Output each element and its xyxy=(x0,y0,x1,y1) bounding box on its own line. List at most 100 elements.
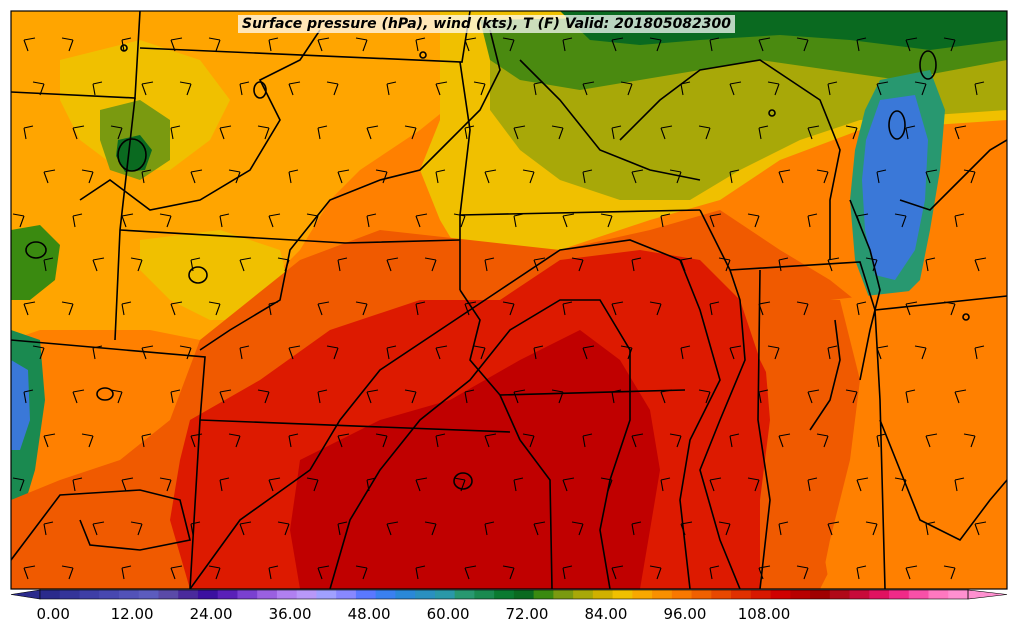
wind-barb xyxy=(562,477,575,492)
wind-barb xyxy=(159,477,172,492)
wind-barb xyxy=(758,125,769,140)
wind-barb xyxy=(219,125,232,140)
wind-barb xyxy=(680,345,691,360)
wind-barb xyxy=(718,521,731,536)
wind-barb xyxy=(219,213,230,228)
colorbar-swatch xyxy=(197,590,219,599)
pressure-contour-closed xyxy=(96,387,114,401)
colorbar-swatch xyxy=(671,590,693,599)
wind-barb xyxy=(974,521,987,536)
wind-barb xyxy=(974,81,985,96)
wind-barb xyxy=(366,125,379,140)
wind-barb xyxy=(464,565,477,580)
wind-barb xyxy=(758,37,771,52)
wind-barb xyxy=(306,213,319,228)
wind-barb xyxy=(925,521,936,536)
colorbar-swatch xyxy=(928,590,949,599)
wind-barb xyxy=(680,521,693,536)
colorbar-swatch xyxy=(750,590,772,599)
wind-barb xyxy=(43,433,56,448)
pressure-contour-closed xyxy=(188,266,208,284)
wind-barb xyxy=(631,169,644,184)
wind-barb xyxy=(23,125,34,140)
wind-barb xyxy=(649,37,662,52)
wind-barb xyxy=(914,81,927,96)
wind-barb xyxy=(502,301,515,316)
wind-barb xyxy=(386,257,399,272)
state-boundary-line xyxy=(519,439,553,589)
colorbar-tick-label: 72.00 xyxy=(506,605,549,623)
colorbar-swatch xyxy=(790,590,811,599)
wind-barb xyxy=(72,477,83,492)
map-title: Surface pressure (hPa), wind (kts), T (F… xyxy=(238,15,736,33)
wind-barb xyxy=(326,81,339,96)
wind-barb xyxy=(718,257,731,272)
colorbar-extend-min xyxy=(10,589,41,600)
wind-barb xyxy=(660,389,673,404)
wind-barb xyxy=(807,213,818,228)
colorbar-swatch xyxy=(513,590,535,599)
wind-barb xyxy=(845,389,858,404)
pressure-contour xyxy=(849,199,881,381)
wind-barb xyxy=(914,345,927,360)
wind-barb xyxy=(974,257,987,272)
wind-barb xyxy=(925,433,938,448)
wind-barb xyxy=(170,125,181,140)
wind-barb xyxy=(807,389,820,404)
wind-barb xyxy=(61,37,74,52)
wind-barb xyxy=(415,301,426,316)
wind-barb xyxy=(845,125,858,140)
wind-barb xyxy=(611,125,622,140)
wind-barb xyxy=(905,37,918,52)
wind-barb xyxy=(698,125,711,140)
wind-barb xyxy=(796,37,809,52)
wind-barb xyxy=(415,477,428,492)
wind-barb xyxy=(611,37,624,52)
wind-barb xyxy=(758,389,769,404)
pressure-contour-closed xyxy=(888,110,906,140)
wind-barb xyxy=(533,257,546,272)
wind-barb xyxy=(23,301,36,316)
wind-barb xyxy=(729,169,740,184)
wind-barb xyxy=(905,301,918,316)
wind-barb xyxy=(23,565,36,580)
wind-barb xyxy=(758,301,771,316)
colorbar-swatch xyxy=(553,590,574,599)
wind-barb xyxy=(326,345,339,360)
wind-barb xyxy=(571,257,584,272)
colorbar-swatch xyxy=(355,590,377,599)
wind-barb xyxy=(473,81,486,96)
wind-barb xyxy=(513,389,526,404)
colorbar-swatch xyxy=(612,590,633,599)
colorbar-swatch xyxy=(454,590,475,599)
colorbar-tick-label: 36.00 xyxy=(269,605,312,623)
wind-barb xyxy=(386,81,397,96)
wind-barb xyxy=(631,433,644,448)
wind-barbs-layer xyxy=(12,37,987,580)
wind-barb xyxy=(435,433,446,448)
colorbar-swatch xyxy=(829,590,851,599)
wind-barb xyxy=(121,37,132,52)
wind-barb xyxy=(778,521,789,536)
colorbar-swatch xyxy=(711,590,732,599)
wind-barb xyxy=(72,213,83,228)
colorbar-swatch xyxy=(40,590,61,599)
colorbar-extend-max xyxy=(967,589,1008,600)
wind-barb xyxy=(141,433,152,448)
wind-barb xyxy=(502,37,515,52)
wind-barb xyxy=(268,213,281,228)
wind-barb xyxy=(464,37,477,52)
wind-barb xyxy=(582,169,593,184)
wind-barb xyxy=(827,345,838,360)
wind-barb xyxy=(366,389,379,404)
pressure-contour xyxy=(199,29,501,351)
wind-barb xyxy=(582,81,595,96)
map-frame xyxy=(10,10,1008,590)
wind-barb xyxy=(179,345,192,360)
wind-barb xyxy=(121,477,134,492)
wind-barb xyxy=(170,389,181,404)
wind-barb xyxy=(43,521,54,536)
pressure-contour-closed xyxy=(768,109,776,117)
pressure-contour xyxy=(899,139,1007,211)
wind-barb xyxy=(386,521,399,536)
